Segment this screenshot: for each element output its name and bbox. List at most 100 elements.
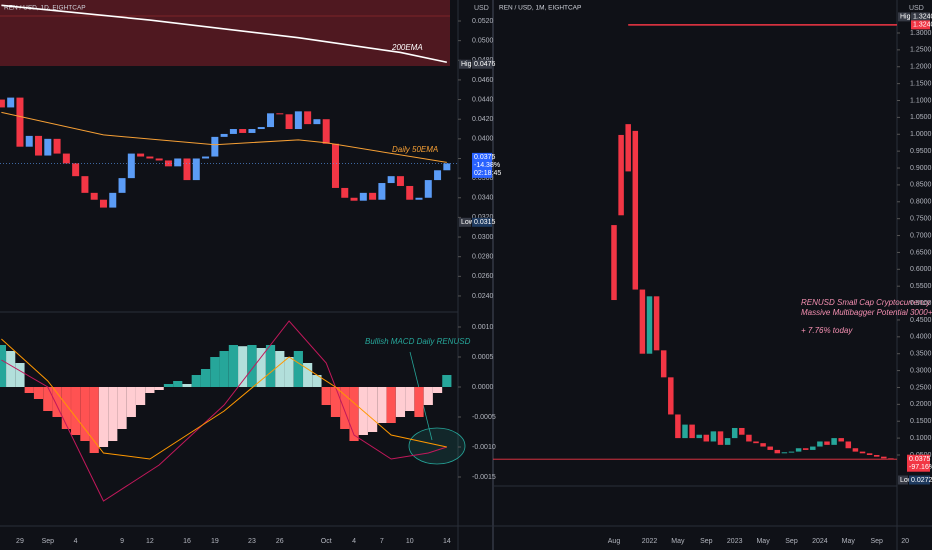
candle-body [881, 456, 887, 459]
candle-body [625, 124, 631, 172]
x-tick-label: 16 [183, 538, 191, 545]
change: -14.38% [474, 162, 500, 169]
candle-body [866, 453, 873, 455]
histogram-bar [61, 387, 71, 429]
candle-body [810, 446, 816, 450]
candle-body [331, 143, 339, 188]
high-label-box [898, 12, 910, 22]
y-tick-label: 0.2500 [910, 384, 932, 391]
candle-body [267, 113, 275, 128]
last-price-box [472, 152, 492, 162]
histogram-bar [126, 387, 136, 417]
histogram-bar [423, 387, 433, 405]
histogram-bar [312, 375, 322, 387]
x-tick-label: 10 [406, 538, 414, 545]
y-tick-label: 1.3000 [910, 30, 932, 37]
candle-body [44, 138, 52, 156]
histogram-bar [284, 357, 294, 387]
histogram-bar [52, 387, 62, 417]
y-tick-label: 0.3000 [910, 367, 932, 374]
annotation: Massive Multibagger Potential 3000+ % [801, 308, 932, 317]
candle-body [817, 441, 823, 447]
candle-body [696, 434, 702, 439]
x-tick-label: 29 [16, 538, 24, 545]
candle-body [25, 135, 33, 147]
histogram-bar [108, 387, 118, 441]
y-tick-label: 0.7500 [910, 216, 932, 223]
histogram-bar [432, 387, 443, 393]
candle-body [35, 135, 43, 156]
candle-body [852, 448, 859, 452]
candle-body [795, 448, 802, 452]
candle-body [192, 158, 200, 181]
histogram-bar [200, 369, 211, 387]
candle-body [788, 451, 795, 453]
ema200-label: 200EMA [391, 43, 423, 52]
candle-body [229, 129, 237, 134]
last-price: 0.0375 [474, 154, 496, 161]
change-box [907, 462, 930, 472]
candle-body [682, 424, 688, 439]
macd-annotation: Bullish MACD Daily RENUSD [365, 337, 471, 346]
x-tick-label: May [842, 538, 856, 545]
y-tick-label: 0.9500 [910, 148, 932, 155]
histogram-bar [43, 387, 53, 411]
candle-body [760, 443, 766, 447]
annotation: RENUSD Small Cap Cryptocurrency [801, 298, 931, 307]
candle-body [424, 180, 432, 198]
histogram-bar [33, 387, 44, 399]
candle-body [304, 111, 312, 125]
y-tick-label: 0.0000 [472, 384, 494, 391]
candle-body [611, 225, 617, 301]
histogram-bar [247, 345, 257, 387]
candle-body [174, 158, 182, 167]
candle-body [859, 451, 866, 454]
low-value-box [909, 475, 930, 485]
change: -97.16% [909, 464, 932, 471]
ema50-label: Daily 50EMA [392, 145, 438, 154]
header: REN / USD, 1M, EIGHTCAP [499, 5, 581, 12]
y-tick-label: 1.2500 [910, 47, 932, 54]
x-tick-label: 7 [380, 538, 384, 545]
candle-body [285, 114, 293, 130]
candle-body [341, 187, 349, 198]
y-tick-label: -0.0015 [472, 474, 496, 481]
y-tick-label: 0.4000 [910, 334, 932, 341]
high-marker-value-box [911, 20, 930, 30]
candle-body [127, 153, 135, 179]
highlight-ellipse [408, 427, 466, 465]
histogram-bar [414, 387, 424, 417]
histogram-bar [293, 351, 303, 387]
candle-body [831, 438, 837, 445]
low-value-box [472, 217, 492, 227]
candle-body [109, 192, 117, 208]
histogram-bar [442, 375, 452, 387]
candle-body [248, 129, 256, 133]
candle-body [146, 156, 154, 159]
candle-body [137, 153, 145, 157]
candle-body [220, 133, 228, 137]
candle-body [710, 431, 717, 442]
y-tick-label: 0.0260 [472, 273, 494, 280]
x-tick-label: 14 [443, 538, 451, 545]
histogram-bar [6, 351, 16, 387]
candle-body [99, 199, 107, 208]
histogram-bar [395, 387, 406, 417]
candle-body [118, 178, 126, 193]
histogram-bar [228, 345, 238, 387]
x-tick-label: 12 [146, 538, 154, 545]
candle-body [724, 438, 731, 445]
x-tick-label: 20 [901, 538, 909, 545]
x-tick-label: Sep [42, 538, 55, 545]
candle-body [16, 97, 24, 147]
histogram-bar [303, 363, 313, 387]
y-tick-label: 1.1000 [910, 97, 932, 104]
x-tick-label: Sep [870, 538, 883, 545]
candle-body [443, 163, 451, 171]
histogram-bar [340, 387, 350, 429]
histogram-bar [89, 387, 99, 453]
candle-body [639, 289, 646, 354]
